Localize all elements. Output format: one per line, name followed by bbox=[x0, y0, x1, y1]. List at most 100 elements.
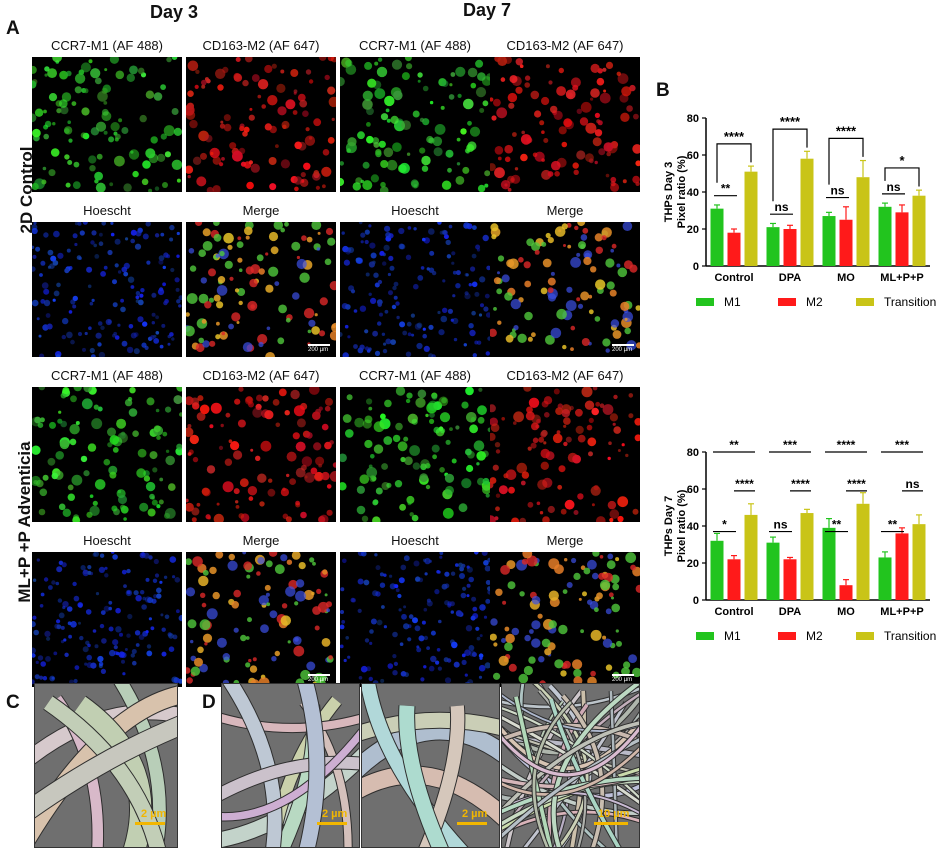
significance-label: **** bbox=[724, 129, 745, 144]
significance-label: ** bbox=[721, 182, 731, 196]
bar-m1 bbox=[710, 540, 724, 600]
y-tick-label: 40 bbox=[687, 187, 699, 199]
chart-day7: 0 20 40 60 80 THPs Day 7 Pixel ratio (%) Contro… bbox=[663, 438, 936, 643]
micrograph-green bbox=[340, 57, 490, 192]
x-tick-label: Control bbox=[714, 606, 753, 618]
significance-label: **** bbox=[791, 477, 810, 491]
panel-letter-a: A bbox=[6, 18, 20, 39]
micrograph-merge: 200 µm bbox=[490, 222, 640, 357]
sem-scale-d3: 10 µm bbox=[598, 808, 630, 820]
y-tick-label: 0 bbox=[693, 261, 699, 273]
sem-scale-d2: 2 µm bbox=[462, 808, 488, 820]
significance-label: ** bbox=[832, 518, 842, 532]
legend-swatch-m1 bbox=[696, 632, 714, 640]
significance-label: **** bbox=[847, 477, 866, 491]
y-axis-label: THPs Day 7 bbox=[663, 496, 675, 557]
legend-swatch-m2 bbox=[778, 632, 796, 640]
legend-label: Transition bbox=[884, 629, 936, 643]
significance-label: ** bbox=[729, 438, 739, 452]
y-tick-label: 60 bbox=[687, 484, 699, 496]
bar-transition bbox=[800, 513, 814, 600]
panel-letter-b: B bbox=[656, 80, 670, 101]
significance-label: * bbox=[899, 153, 905, 168]
significance-label: **** bbox=[837, 438, 856, 452]
significance-label: **** bbox=[836, 123, 857, 138]
bar-m2 bbox=[839, 219, 853, 266]
legend-label: M1 bbox=[724, 295, 741, 309]
y-tick-label: 80 bbox=[687, 447, 699, 459]
micrograph-red bbox=[186, 57, 336, 192]
bar-transition bbox=[744, 171, 758, 266]
panel-letter-d: D bbox=[202, 692, 216, 713]
label-hoescht: Hoescht bbox=[391, 203, 439, 218]
label-hoescht: Hoescht bbox=[83, 203, 131, 218]
significance-label: * bbox=[722, 518, 727, 532]
significance-label: ns bbox=[886, 180, 900, 194]
bar-m1 bbox=[766, 542, 780, 600]
micrograph-blue bbox=[32, 222, 182, 357]
y-tick-label: 20 bbox=[687, 224, 699, 236]
y-axis-label: Pixel ratio (%) bbox=[676, 155, 688, 228]
legend-swatch-m1 bbox=[696, 298, 714, 306]
x-tick-label: ML+P+P bbox=[880, 272, 923, 284]
x-tick-label: Control bbox=[714, 272, 753, 284]
y-axis-label: THPs Day 3 bbox=[663, 162, 675, 223]
label-merge: Merge bbox=[242, 533, 280, 548]
micrograph-blue bbox=[32, 552, 182, 687]
y-axis-label: Pixel ratio (%) bbox=[676, 489, 688, 562]
day3-header: Day 3 bbox=[150, 2, 199, 22]
bar-transition bbox=[912, 524, 926, 600]
label-merge: Merge bbox=[242, 203, 280, 218]
scale-bar-200um: 200 µm bbox=[308, 344, 330, 353]
y-tick-label: 0 bbox=[693, 595, 699, 607]
micrograph-red bbox=[490, 387, 640, 522]
bar-m2 bbox=[839, 585, 853, 600]
x-tick-label: MO bbox=[837, 272, 855, 284]
legend-label: Transition bbox=[884, 295, 936, 309]
y-tick-label: 60 bbox=[687, 150, 699, 162]
x-tick-label: DPA bbox=[779, 272, 801, 284]
bar-m2 bbox=[783, 559, 797, 600]
significance-label: **** bbox=[780, 114, 801, 129]
label-cd163: CD163-M2 (AF 647) bbox=[202, 38, 320, 53]
bar-m2 bbox=[727, 232, 741, 266]
legend-swatch-m2 bbox=[778, 298, 796, 306]
significance-label: **** bbox=[735, 477, 754, 491]
legend-swatch-transition bbox=[856, 632, 874, 640]
bar-transition bbox=[800, 158, 814, 266]
significance-label: ns bbox=[830, 184, 844, 198]
bar-m1 bbox=[710, 208, 724, 266]
label-hoescht: Hoescht bbox=[391, 533, 439, 548]
significance-label: *** bbox=[783, 438, 797, 452]
micrograph-green bbox=[32, 57, 182, 192]
panel-letter-c: C bbox=[6, 692, 20, 713]
bar-m1 bbox=[878, 206, 892, 266]
chart-day3: 0 20 40 60 80 THPs Day 3 Pixel ratio (%) Contro… bbox=[663, 113, 936, 309]
label-cd163: CD163-M2 (AF 647) bbox=[506, 368, 624, 383]
micrograph-green bbox=[32, 387, 182, 522]
label-cd163: CD163-M2 (AF 647) bbox=[202, 368, 320, 383]
label-ccr7: CCR7-M1 (AF 488) bbox=[51, 368, 163, 383]
micrograph-red bbox=[186, 387, 336, 522]
scale-bar-200um: 200 µm bbox=[612, 674, 634, 683]
micrograph-merge: 200 µm bbox=[186, 552, 336, 687]
sem-image-d2: 2 µm bbox=[361, 683, 500, 848]
x-tick-label: DPA bbox=[779, 606, 801, 618]
legend-label: M2 bbox=[806, 629, 823, 643]
micrograph-blue bbox=[340, 222, 490, 357]
bar-m2 bbox=[783, 229, 797, 266]
sem-image-d3: 10 µm bbox=[501, 683, 640, 848]
legend-label: M2 bbox=[806, 295, 823, 309]
sem-image-d1: 2 µm bbox=[221, 683, 360, 848]
label-ccr7: CCR7-M1 (AF 488) bbox=[359, 38, 471, 53]
micrograph-merge: 200 µm bbox=[490, 552, 640, 687]
scale-bar-200um: 200 µm bbox=[612, 344, 634, 353]
label-merge: Merge bbox=[546, 203, 584, 218]
day7-header: Day 7 bbox=[463, 0, 512, 20]
y-tick-label: 80 bbox=[687, 113, 699, 125]
label-hoescht: Hoescht bbox=[83, 533, 131, 548]
bar-m1 bbox=[822, 527, 836, 600]
label-ccr7: CCR7-M1 (AF 488) bbox=[359, 368, 471, 383]
y-tick-label: 20 bbox=[687, 558, 699, 570]
significance-label: *** bbox=[895, 438, 909, 452]
